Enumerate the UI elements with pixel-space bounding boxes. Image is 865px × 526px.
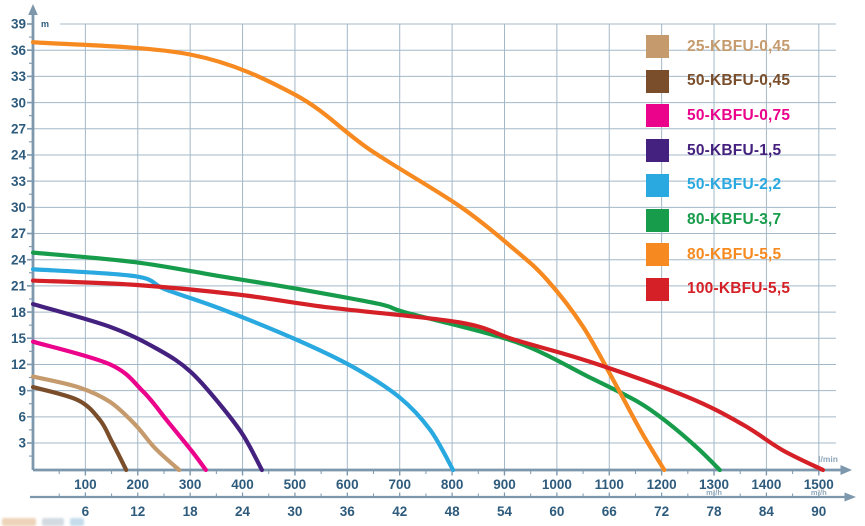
x-axis-label: 1000 [542,477,572,492]
x-axis-label: 600 [336,477,359,492]
y-axis-label: 24 [11,148,27,163]
secondary-axis-unit-label: m³/h [706,488,722,497]
curve-50-KBFU-0,75 [30,339,208,473]
curve-100-KBFU-5,5 [30,278,826,473]
y-axis-label: 6 [18,410,26,425]
secondary-axis-label: 90 [811,504,826,519]
clipped-watermark [2,518,132,526]
x-axis-label: 700 [388,477,411,492]
secondary-axis-unit-label: m³/h [811,488,827,497]
x-axis-label: 500 [284,477,307,492]
y-axis-arrow-icon [28,4,38,15]
secondary-axis-arrow-icon [844,492,856,502]
y-axis-label: 30 [11,200,26,215]
x-axis-label: 1100 [595,477,624,492]
x-axis-label: 1200 [647,477,677,492]
y-axis-label: 21 [11,279,27,294]
y-axis-label: 15 [11,331,27,346]
curve-50-KBFU-1,5 [30,302,264,473]
secondary-axis-label: 48 [445,504,461,519]
x-axis-label: 300 [179,477,202,492]
x-axis-arrow-icon [840,465,852,475]
secondary-axis-label: 66 [602,504,618,519]
y-axis-unit-label: m [41,19,49,29]
secondary-axis-label: 36 [340,504,356,519]
secondary-axis-label: 72 [654,504,669,519]
x-axis-label: 400 [231,477,254,492]
x-axis-unit-label: l/min [818,454,838,464]
secondary-axis-label: 60 [549,504,564,519]
x-axis-label: 1300 [699,477,729,492]
y-axis-label: 12 [11,357,26,372]
secondary-axis-label: 84 [759,504,775,519]
curve-50-KBFU-2,2 [30,267,456,473]
secondary-axis-label: 6 [82,504,90,519]
secondary-axis-label: 42 [392,504,407,519]
y-axis-label: 27 [11,121,26,136]
y-axis-label: 9 [18,383,26,398]
secondary-axis-label: 54 [497,504,513,519]
curve-25-KBFU-0,45 [30,374,182,473]
x-axis-label: 1500 [804,477,834,492]
secondary-axis-label: 30 [287,504,302,519]
secondary-axis-label: 24 [235,504,251,519]
x-axis-label: 200 [127,477,150,492]
y-axis-label: 33 [11,69,27,84]
y-axis-label: 33 [11,174,27,189]
curve-50-KBFU-0,45 [30,384,129,473]
y-axis-label: 18 [11,305,27,320]
x-axis-label: 900 [493,477,516,492]
secondary-axis-label: 18 [183,504,199,519]
x-axis-label: 100 [74,477,97,492]
y-axis-label: 30 [11,95,26,110]
secondary-axis-label: 12 [130,504,145,519]
y-axis-label: 39 [11,17,26,32]
y-axis-label: 36 [11,43,27,58]
y-axis-label: 3 [18,436,26,451]
y-axis-label: 24 [11,252,27,267]
curve-80-KBFU-5,5 [30,40,667,473]
x-axis-label: 1400 [751,477,781,492]
secondary-axis-label: 78 [707,504,723,519]
x-axis-label: 800 [441,477,464,492]
y-axis-label: 27 [11,226,26,241]
